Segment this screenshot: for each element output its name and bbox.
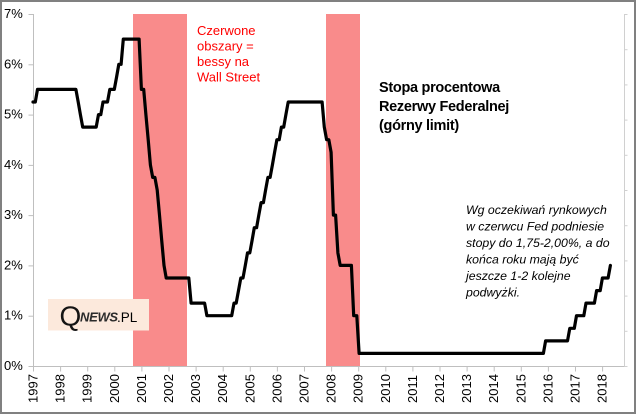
svg-text:2005: 2005 [242, 374, 257, 403]
svg-text:.PL: .PL [117, 310, 138, 325]
svg-text:stopy do 1,75-2,00%, a do: stopy do 1,75-2,00%, a do [466, 236, 610, 250]
svg-text:(górny limit): (górny limit) [379, 118, 459, 134]
svg-text:końca roku mają być: końca roku mają być [466, 253, 580, 267]
svg-text:2003: 2003 [188, 374, 203, 403]
svg-text:4%: 4% [4, 157, 23, 172]
svg-text:1%: 1% [4, 308, 23, 323]
svg-text:2000: 2000 [107, 374, 122, 403]
svg-text:podwyżki.: podwyżki. [465, 286, 520, 300]
svg-text:2002: 2002 [161, 374, 176, 403]
svg-text:w czerwcu Fed podniesie: w czerwcu Fed podniesie [466, 220, 604, 234]
svg-text:1998: 1998 [53, 374, 68, 403]
svg-text:1997: 1997 [26, 374, 41, 403]
svg-text:jeszcze 1-2 kolejne: jeszcze 1-2 kolejne [464, 269, 571, 283]
svg-text:2010: 2010 [378, 374, 393, 403]
svg-text:2006: 2006 [269, 374, 284, 403]
svg-text:2008: 2008 [324, 374, 339, 403]
svg-text:Wg oczekiwań rynkowych: Wg oczekiwań rynkowych [466, 203, 607, 217]
svg-text:2009: 2009 [351, 374, 366, 403]
svg-text:2017: 2017 [568, 374, 583, 403]
svg-text:2012: 2012 [432, 374, 447, 403]
svg-text:2013: 2013 [459, 374, 474, 403]
svg-text:Q: Q [60, 301, 82, 332]
svg-text:7%: 7% [4, 6, 23, 21]
svg-text:Rezerwy Federalnej: Rezerwy Federalnej [379, 99, 509, 115]
svg-text:Stopa procentowa: Stopa procentowa [379, 80, 501, 96]
svg-text:bessy na: bessy na [197, 54, 250, 69]
svg-text:2016: 2016 [540, 374, 555, 403]
svg-text:0%: 0% [4, 358, 23, 373]
svg-text:2015: 2015 [513, 374, 528, 403]
svg-text:6%: 6% [4, 56, 23, 71]
svg-text:Wall Street: Wall Street [197, 70, 260, 85]
svg-text:2001: 2001 [134, 374, 149, 403]
svg-text:Czerwone: Czerwone [197, 23, 256, 38]
svg-text:5%: 5% [4, 107, 23, 122]
svg-text:NEWS: NEWS [80, 310, 118, 325]
svg-text:2018: 2018 [595, 374, 610, 403]
svg-text:2004: 2004 [215, 374, 230, 403]
svg-text:2011: 2011 [405, 375, 420, 403]
svg-text:obszary =: obszary = [197, 39, 254, 54]
svg-text:1999: 1999 [80, 374, 95, 403]
svg-text:2014: 2014 [486, 374, 501, 403]
svg-text:2007: 2007 [297, 374, 312, 403]
svg-text:3%: 3% [4, 207, 23, 222]
svg-text:2%: 2% [4, 257, 23, 272]
